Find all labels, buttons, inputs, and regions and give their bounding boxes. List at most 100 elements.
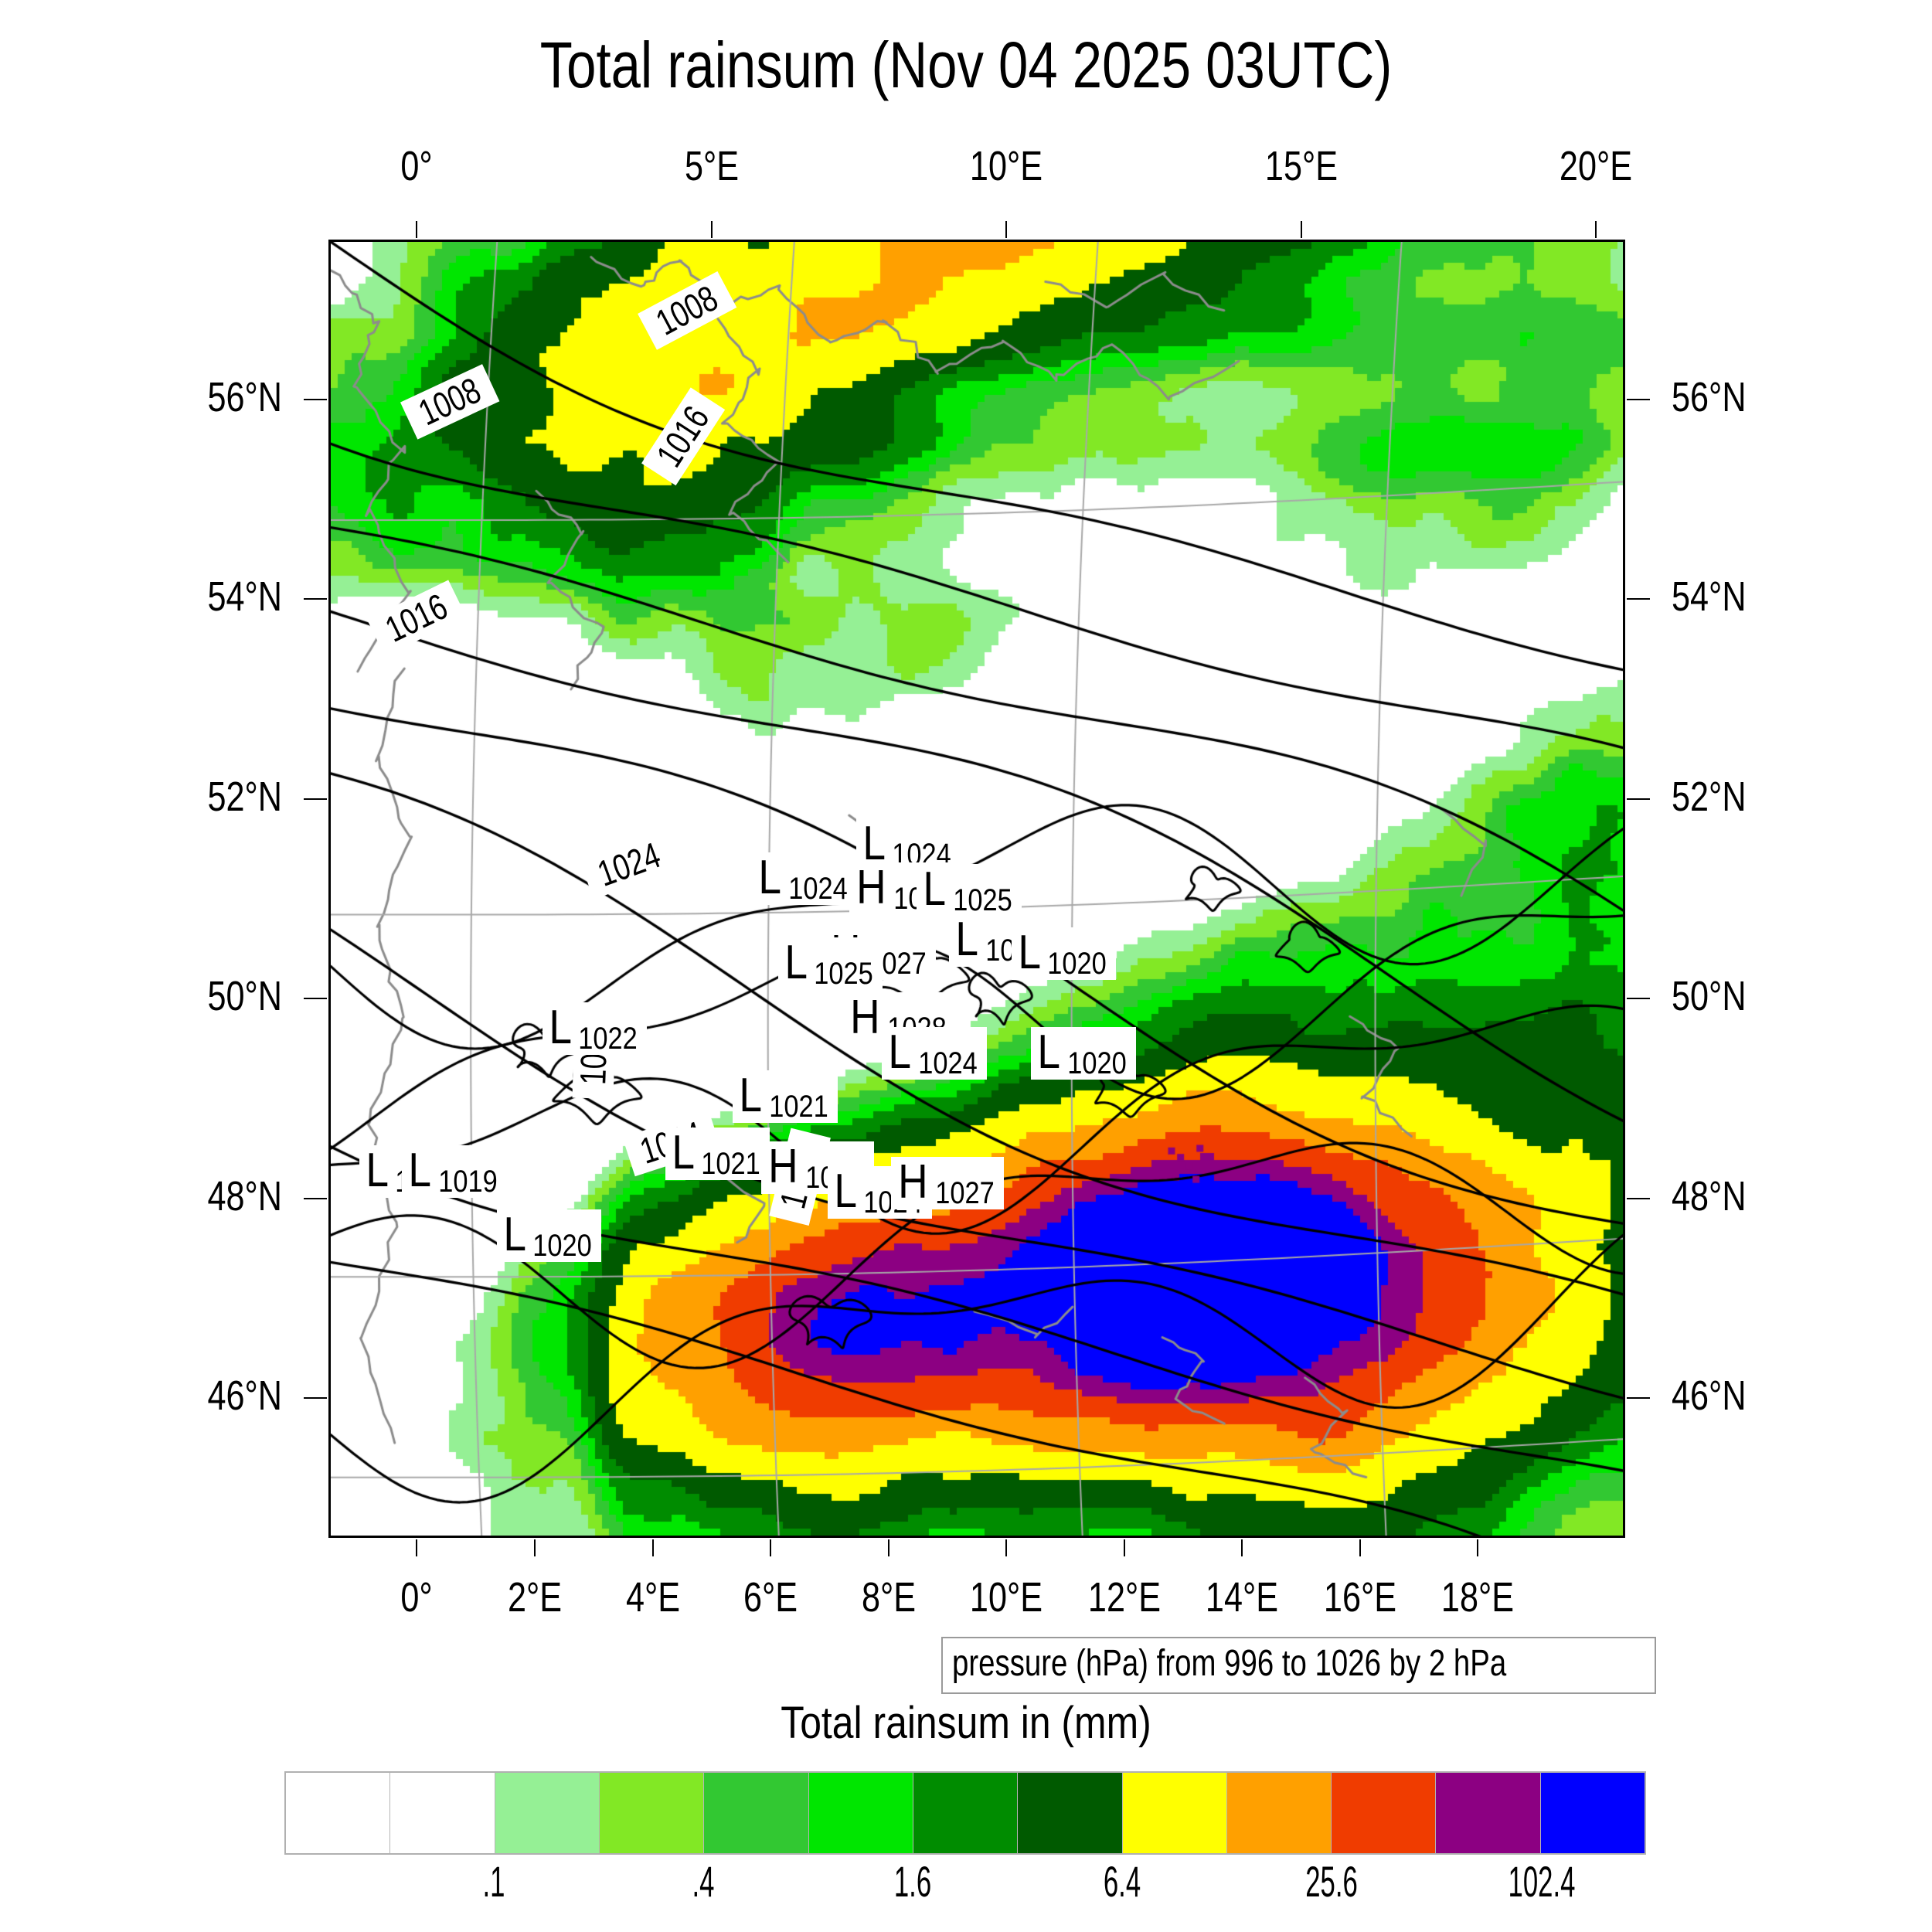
- left-axis-tick: [304, 998, 327, 1000]
- colorbar-segment[interactable]: [495, 1773, 600, 1853]
- top-axis-tick: [416, 221, 418, 238]
- left-axis-label: 54°N: [207, 573, 282, 621]
- colorbar-segment[interactable]: [599, 1773, 705, 1853]
- colorbar-label: 102.4: [1508, 1857, 1575, 1906]
- bottom-axis-tick: [1477, 1539, 1479, 1556]
- colorbar-segment[interactable]: [808, 1773, 913, 1853]
- low-pressure-marker: L 1021: [733, 1070, 838, 1124]
- bottom-axis-label: 10°E: [970, 1574, 1043, 1621]
- pressure-center-value: 1021: [768, 1089, 828, 1124]
- bottom-axis-label: 2°E: [507, 1574, 563, 1621]
- left-axis-label: 46°N: [207, 1372, 282, 1420]
- bottom-axis-label: 16°E: [1323, 1574, 1396, 1621]
- pressure-center-type: H: [768, 1140, 798, 1194]
- colorbar-segment[interactable]: [1122, 1773, 1227, 1853]
- pressure-center-type: L: [1018, 926, 1042, 980]
- right-axis-label: 48°N: [1672, 1172, 1747, 1219]
- colorbar-label: .1: [482, 1857, 505, 1906]
- pressure-center-type: H: [849, 991, 880, 1045]
- right-axis-tick: [1627, 398, 1650, 400]
- map-plot-area[interactable]: 10081008101610161024102410241024L1024L10…: [328, 240, 1625, 1538]
- left-axis-label: 48°N: [207, 1172, 282, 1219]
- bottom-axis-tick: [1005, 1539, 1008, 1556]
- bottom-axis-tick: [887, 1539, 889, 1556]
- pressure-center-type: L: [784, 936, 808, 990]
- left-axis-label: 50°N: [207, 973, 282, 1020]
- colorbar-segment[interactable]: [1436, 1773, 1541, 1853]
- bottom-axis-label: 18°E: [1441, 1574, 1515, 1621]
- top-axis-label: 10°E: [970, 143, 1043, 189]
- bottom-axis-label: 6°E: [743, 1574, 798, 1621]
- pressure-center-value: 1024: [917, 1046, 978, 1081]
- pressure-center-type: L: [862, 816, 886, 870]
- pressure-center-value: 1020: [1047, 947, 1107, 981]
- pressure-center-type: L: [834, 1165, 857, 1219]
- pressure-center-value: 1025: [814, 957, 874, 992]
- bottom-axis-tick: [651, 1539, 654, 1556]
- bottom-axis-tick: [416, 1539, 418, 1556]
- pressure-center-value: 1025: [953, 883, 1012, 917]
- pressure-center-type: H: [856, 861, 886, 915]
- bottom-axis-label: 14°E: [1206, 1574, 1279, 1621]
- low-pressure-marker: L 1020: [496, 1209, 602, 1263]
- colorbar-segment[interactable]: [704, 1773, 809, 1853]
- top-axis-tick: [1005, 221, 1008, 238]
- right-axis-label: 50°N: [1672, 973, 1747, 1020]
- right-axis-label: 46°N: [1672, 1372, 1747, 1420]
- colorbar-label: 1.6: [894, 1857, 932, 1906]
- low-pressure-marker: L 1022: [542, 1001, 647, 1056]
- left-axis-label: 52°N: [207, 773, 282, 820]
- low-pressure-marker: L 1020: [1011, 926, 1117, 981]
- left-axis-tick: [304, 1397, 327, 1400]
- left-axis-tick: [304, 798, 327, 800]
- left-axis-label: 56°N: [207, 373, 282, 420]
- right-axis-tick: [1627, 1397, 1650, 1400]
- pressure-center-type: L: [888, 1026, 912, 1080]
- left-axis-tick: [304, 1197, 327, 1199]
- pressure-center-type: L: [408, 1144, 432, 1198]
- page-title: Total rainsum (Nov 04 2025 03UTC): [539, 29, 1393, 101]
- pressure-center-value: 1021: [701, 1146, 761, 1181]
- colorbar-segment[interactable]: [1018, 1773, 1123, 1853]
- pressure-contour-legend: pressure (hPa) from 996 to 1026 by 2 hPa: [941, 1637, 1656, 1694]
- pressure-center-value: 1020: [1066, 1046, 1127, 1081]
- bottom-axis-label: 12°E: [1087, 1574, 1161, 1621]
- colorbar-tick-labels: .1 .4 1.6 6.4 25.6 102.4: [284, 1858, 1646, 1927]
- top-axis-label: 0°: [400, 143, 434, 189]
- colorbar[interactable]: [284, 1771, 1646, 1855]
- right-axis-label: 56°N: [1672, 373, 1747, 420]
- pressure-center-value: 1024: [788, 871, 848, 906]
- colorbar-label: 25.6: [1305, 1857, 1359, 1906]
- pressure-legend-text: pressure (hPa) from 996 to 1026 by 2 hPa: [952, 1643, 1507, 1684]
- pressure-center-value: 1027: [934, 1176, 995, 1211]
- colorbar-segment[interactable]: [1332, 1773, 1437, 1853]
- right-axis-tick: [1627, 598, 1650, 600]
- bottom-axis-tick: [533, 1539, 536, 1556]
- low-pressure-marker: L 1025: [917, 862, 1022, 917]
- top-axis-tick: [1300, 221, 1302, 238]
- top-axis-label: 20°E: [1559, 143, 1632, 189]
- bottom-axis-label: 0°: [400, 1574, 434, 1621]
- pressure-center-type: L: [758, 850, 782, 904]
- bottom-axis-tick: [1241, 1539, 1243, 1556]
- low-pressure-marker: L 1025: [777, 936, 883, 992]
- pressure-center-type: L: [923, 862, 947, 916]
- top-axis-tick: [710, 221, 713, 238]
- bottom-axis-label: 4°E: [625, 1574, 680, 1621]
- pressure-center-type: L: [548, 1001, 572, 1055]
- top-axis-label: 5°E: [684, 143, 739, 189]
- bottom-axis-tick: [1123, 1539, 1125, 1556]
- colorbar-segment[interactable]: [913, 1773, 1019, 1853]
- colorbar-segment[interactable]: [390, 1773, 495, 1853]
- low-pressure-marker: L 1021: [665, 1127, 770, 1181]
- pressure-center-value: 1022: [578, 1022, 638, 1056]
- colorbar-segment[interactable]: [286, 1773, 391, 1853]
- pressure-center-value: 1020: [532, 1228, 593, 1263]
- pressure-center-type: L: [1037, 1026, 1061, 1080]
- colorbar-segment[interactable]: [1226, 1773, 1332, 1853]
- colorbar-segment[interactable]: [1540, 1773, 1645, 1853]
- pressure-center-value: 1019: [437, 1165, 498, 1199]
- colorbar-label: .4: [692, 1857, 715, 1906]
